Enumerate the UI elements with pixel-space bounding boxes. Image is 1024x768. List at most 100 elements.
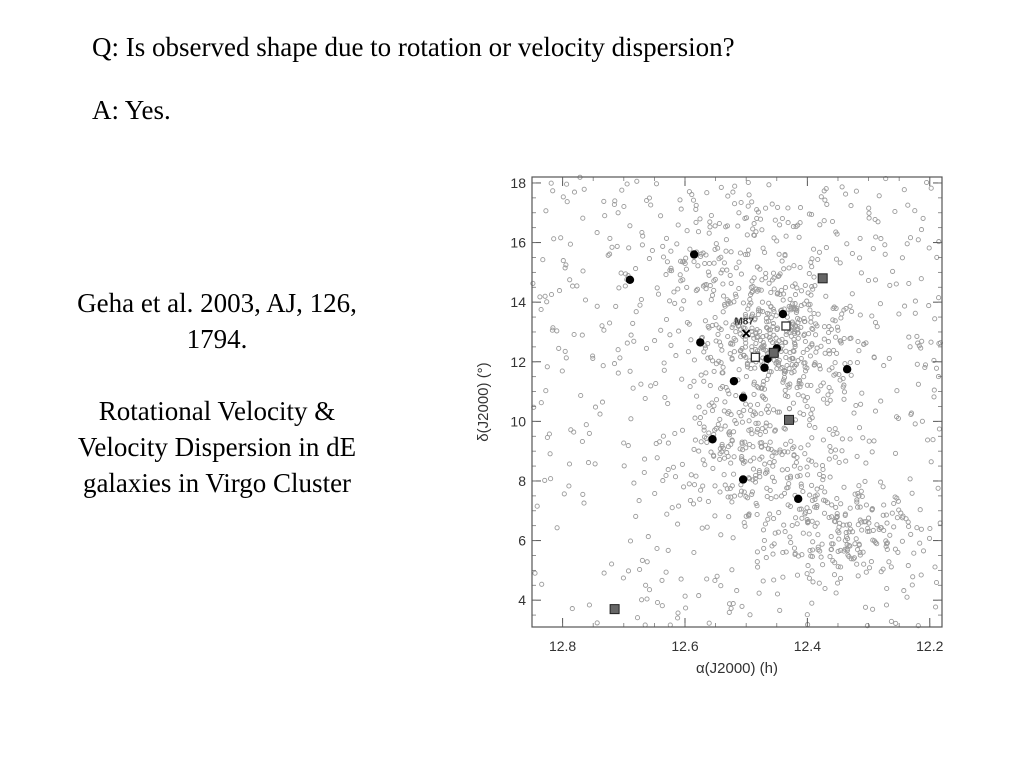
- background-point: [912, 310, 918, 316]
- background-point: [738, 413, 744, 419]
- background-point: [660, 433, 666, 439]
- background-point: [768, 303, 774, 310]
- background-point: [804, 571, 810, 577]
- background-point: [828, 448, 834, 454]
- background-point: [725, 410, 731, 416]
- background-point: [764, 319, 770, 325]
- background-point: [668, 248, 674, 254]
- background-point: [895, 415, 901, 421]
- x-tick-label: 12.6: [671, 638, 698, 654]
- background-point: [708, 212, 714, 219]
- background-point: [810, 326, 816, 333]
- background-point: [771, 479, 777, 485]
- background-point: [715, 331, 721, 337]
- background-point: [853, 188, 859, 194]
- background-point: [854, 561, 860, 567]
- background-point: [908, 531, 914, 537]
- background-point: [797, 473, 803, 479]
- background-point: [760, 334, 766, 340]
- background-point: [698, 439, 704, 445]
- background-point: [794, 285, 800, 291]
- background-point: [795, 392, 801, 398]
- background-point: [874, 324, 880, 330]
- background-point: [733, 329, 739, 335]
- background-point: [726, 601, 733, 607]
- background-point: [906, 280, 912, 287]
- background-point: [685, 349, 691, 355]
- background-point: [820, 380, 826, 386]
- background-point: [741, 520, 747, 526]
- background-point: [731, 349, 737, 355]
- background-point: [857, 550, 863, 556]
- background-point: [800, 393, 806, 399]
- background-point: [688, 472, 694, 478]
- background-point: [908, 411, 914, 418]
- background-point: [770, 407, 777, 413]
- background-point: [802, 282, 808, 288]
- background-point: [853, 402, 859, 409]
- y-tick-label: 8: [518, 473, 526, 489]
- de-galaxy-point: [625, 275, 635, 285]
- background-point: [882, 242, 888, 248]
- background-point: [801, 360, 807, 366]
- background-point: [701, 349, 707, 355]
- background-point: [808, 315, 814, 321]
- background-point: [857, 504, 863, 510]
- background-point: [863, 519, 869, 525]
- background-point: [821, 510, 828, 516]
- background-point: [766, 182, 772, 188]
- background-point: [621, 463, 627, 469]
- background-point: [767, 439, 773, 445]
- background-point: [737, 326, 743, 332]
- background-point: [729, 499, 735, 505]
- background-point: [783, 332, 789, 338]
- background-point: [660, 478, 666, 484]
- background-point: [639, 229, 645, 236]
- background-point: [713, 397, 720, 403]
- background-point: [702, 462, 708, 468]
- background-point: [736, 367, 742, 373]
- background-point: [884, 546, 890, 553]
- question-text: Q: Is observed shape due to rotation or …: [92, 32, 735, 62]
- background-point: [693, 206, 699, 212]
- background-point: [664, 511, 670, 517]
- background-point: [775, 204, 781, 210]
- background-point: [877, 301, 883, 307]
- background-point: [728, 460, 734, 466]
- background-point: [704, 524, 710, 530]
- background-point: [628, 332, 634, 338]
- background-point: [620, 575, 626, 581]
- background-point: [820, 477, 826, 483]
- background-point: [809, 600, 815, 606]
- background-point: [612, 198, 618, 204]
- background-point: [827, 397, 833, 403]
- de-galaxy-point: [738, 475, 748, 484]
- background-point: [696, 448, 702, 454]
- background-point: [805, 563, 811, 569]
- background-point: [678, 576, 684, 582]
- background-point: [729, 324, 735, 330]
- background-point: [836, 459, 842, 466]
- background-point: [890, 268, 896, 274]
- background-point: [813, 321, 819, 327]
- background-point: [806, 271, 812, 277]
- background-point: [634, 615, 641, 621]
- background-point: [766, 280, 772, 286]
- background-point: [831, 518, 838, 524]
- background-point: [762, 521, 768, 527]
- background-point: [824, 400, 830, 406]
- background-point: [841, 307, 847, 313]
- background-point: [726, 430, 732, 436]
- background-point: [798, 481, 804, 487]
- background-point: [928, 339, 934, 345]
- background-point: [690, 501, 697, 507]
- background-point: [538, 400, 544, 406]
- background-point: [821, 396, 827, 402]
- background-point: [556, 345, 562, 351]
- background-point: [809, 435, 815, 441]
- background-point: [652, 338, 658, 344]
- background-point: [749, 311, 755, 317]
- background-point: [798, 381, 804, 387]
- background-point: [767, 368, 773, 374]
- background-point: [866, 438, 872, 444]
